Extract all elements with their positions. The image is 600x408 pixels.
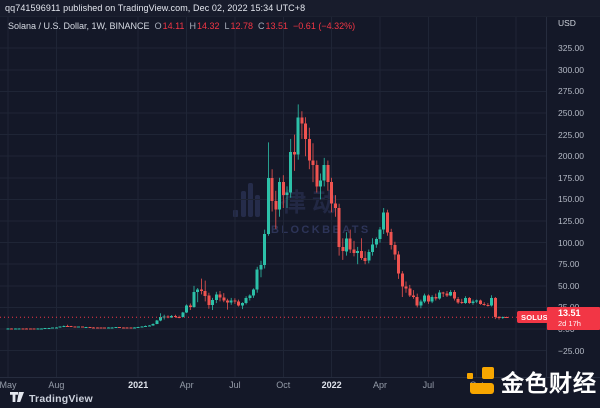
time-axis[interactable] (0, 377, 600, 392)
open-value: 14.11 (162, 21, 185, 31)
bar-countdown: 2d 17h (558, 318, 581, 328)
symbol-title[interactable]: Solana / U.S. Dollar, 1W, BINANCE (8, 21, 150, 31)
close-value: 13.51 (265, 21, 289, 31)
jinse-icon (467, 366, 495, 401)
high-value: 14.32 (196, 21, 220, 31)
change-value: −0.61 (−4.32%) (293, 21, 356, 31)
high-key: H (189, 21, 196, 31)
last-price-label: 13.51 2d 17h (547, 307, 600, 330)
open-key: O (154, 21, 162, 31)
tradingview-logo[interactable]: TradingView (10, 392, 93, 405)
price-axis[interactable] (546, 17, 600, 377)
jinse-finance-logo: 金色财经 (467, 366, 597, 401)
attribution-text: qq741596911 published on TradingView.com… (0, 0, 600, 17)
last-price-value: 13.51 (558, 308, 581, 318)
close-key: C (258, 21, 265, 31)
low-key: L (224, 21, 230, 31)
tradingview-label: TradingView (29, 392, 93, 405)
jinse-label: 金色财经 (501, 370, 597, 396)
symbol-legend[interactable]: Solana / U.S. Dollar, 1W, BINANCE O 14.11… (8, 21, 355, 31)
tradingview-icon (10, 392, 24, 405)
low-value: 12.78 (230, 21, 254, 31)
